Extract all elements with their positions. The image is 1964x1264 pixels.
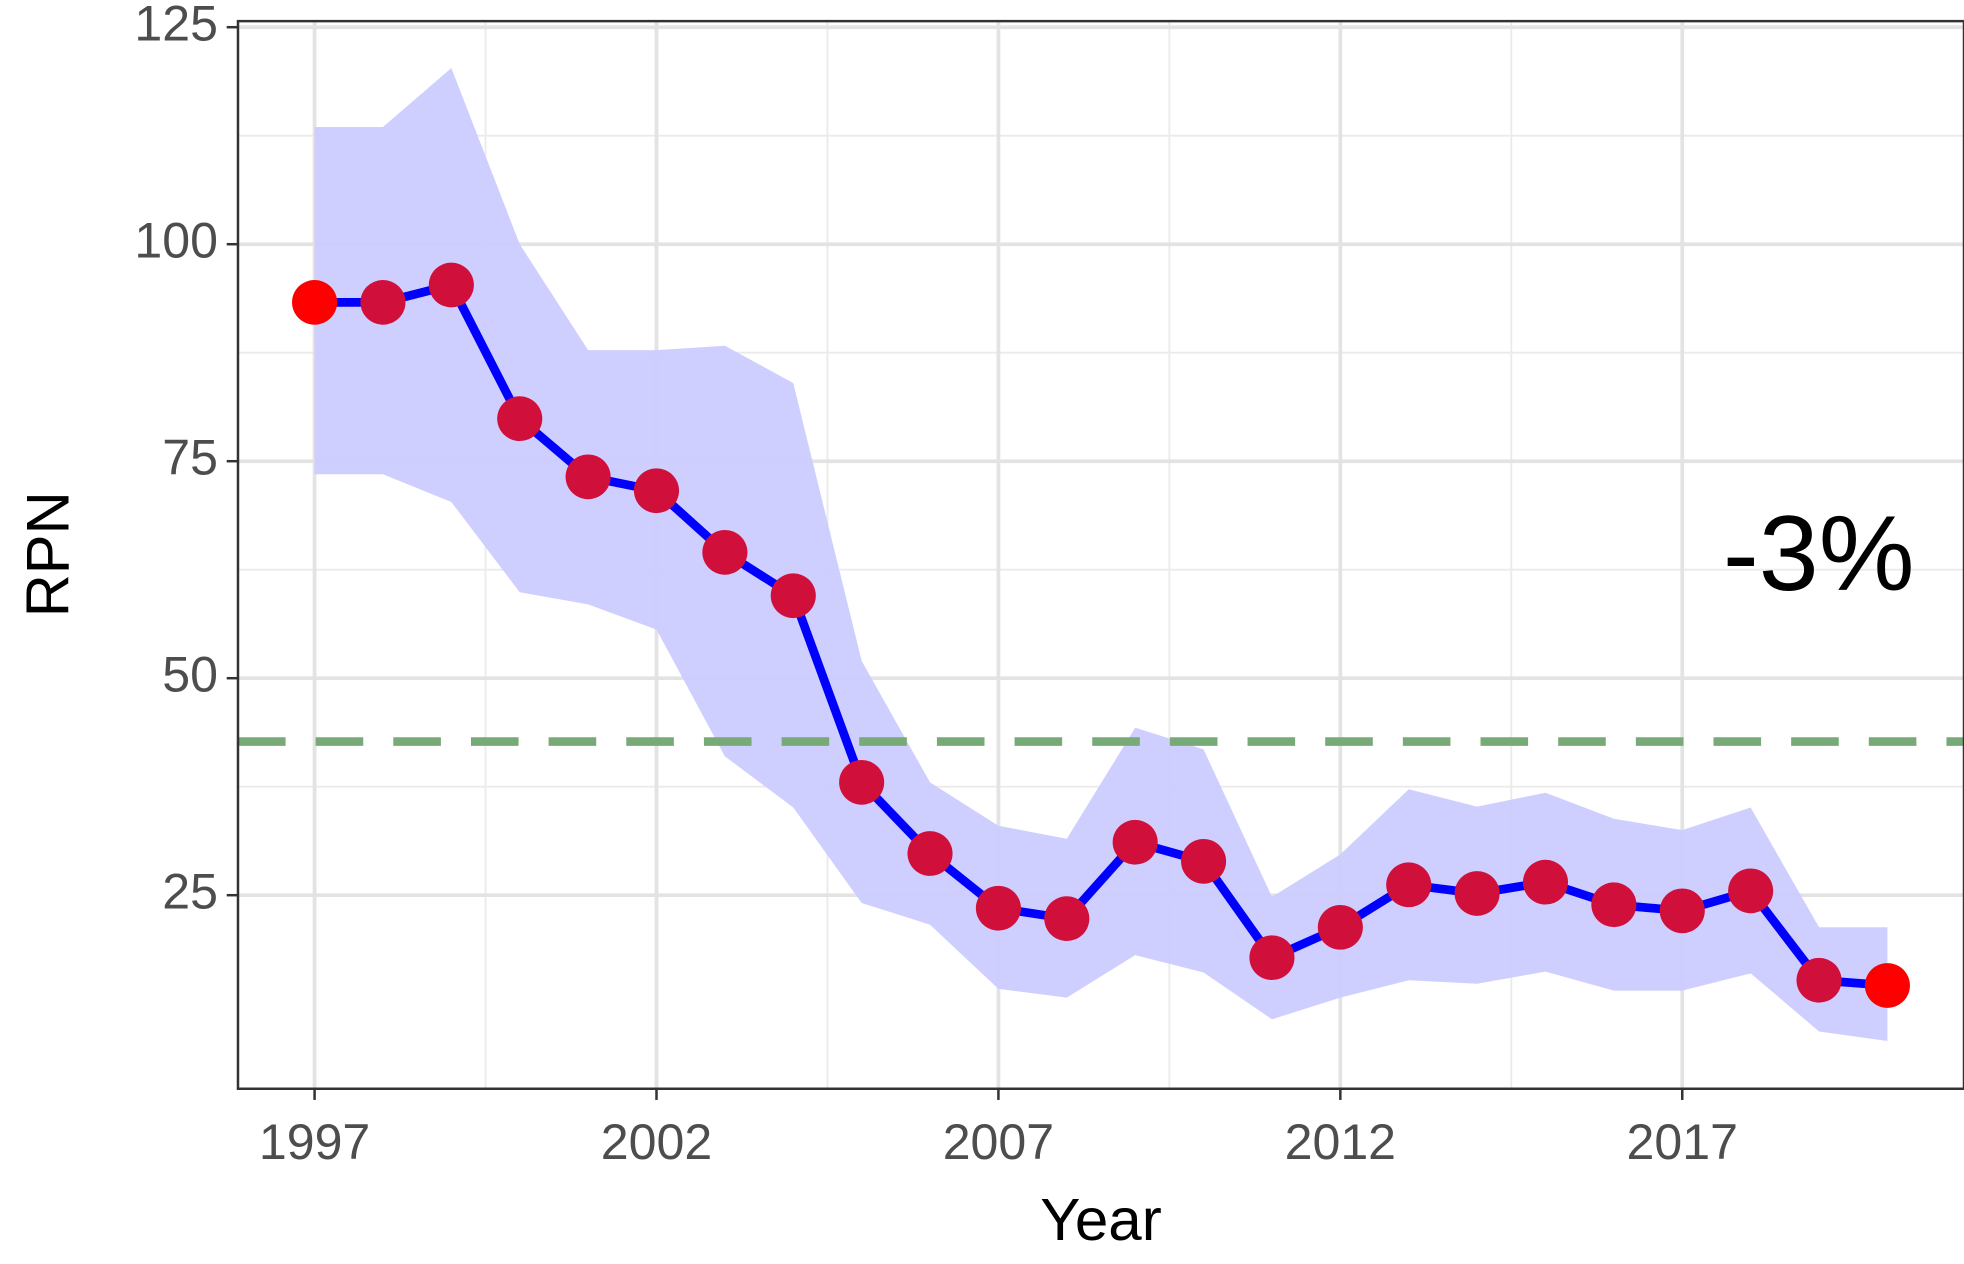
data-point xyxy=(1864,963,1910,1008)
data-point xyxy=(1386,862,1432,908)
confidence-band xyxy=(314,68,1888,1042)
data-point xyxy=(1522,859,1569,905)
data-point xyxy=(1317,904,1363,950)
x-tick-label: 1997 xyxy=(259,1114,370,1170)
data-point xyxy=(292,279,338,325)
data-point xyxy=(1044,896,1090,942)
x-tick-label: 2017 xyxy=(1627,1114,1738,1170)
x-tick-label: 2002 xyxy=(601,1114,712,1170)
data-point xyxy=(1728,868,1774,914)
data-point xyxy=(360,279,406,325)
data-point xyxy=(770,573,816,619)
data-point xyxy=(1659,888,1705,934)
data-point xyxy=(1796,957,1842,1003)
panel-border xyxy=(236,19,1964,1090)
y-tick-label: 75 xyxy=(162,430,218,486)
data-point xyxy=(497,396,543,442)
data-point xyxy=(428,262,474,308)
marks xyxy=(237,68,1964,1042)
data-point xyxy=(839,759,885,805)
data-point xyxy=(1454,871,1500,916)
x-tick-label: 2012 xyxy=(1285,1114,1396,1170)
y-tick-label: 50 xyxy=(162,647,218,703)
data-point xyxy=(1112,819,1158,865)
data-point xyxy=(975,885,1021,931)
y-tick-label: 25 xyxy=(162,864,218,920)
data-point xyxy=(633,468,680,514)
data-point xyxy=(907,831,953,876)
data-point xyxy=(1181,838,1227,884)
data-point xyxy=(1249,935,1295,981)
data-point xyxy=(702,529,748,575)
y-tick-label: 125 xyxy=(134,0,218,51)
y-axis-title: RPN xyxy=(14,491,81,617)
annotation: -3% xyxy=(1723,493,1915,613)
x-axis-title: Year xyxy=(1040,1186,1161,1253)
data-point xyxy=(565,454,611,500)
data-point xyxy=(1591,882,1637,928)
y-tick-label: 100 xyxy=(134,213,218,269)
x-tick-label: 2007 xyxy=(943,1114,1054,1170)
